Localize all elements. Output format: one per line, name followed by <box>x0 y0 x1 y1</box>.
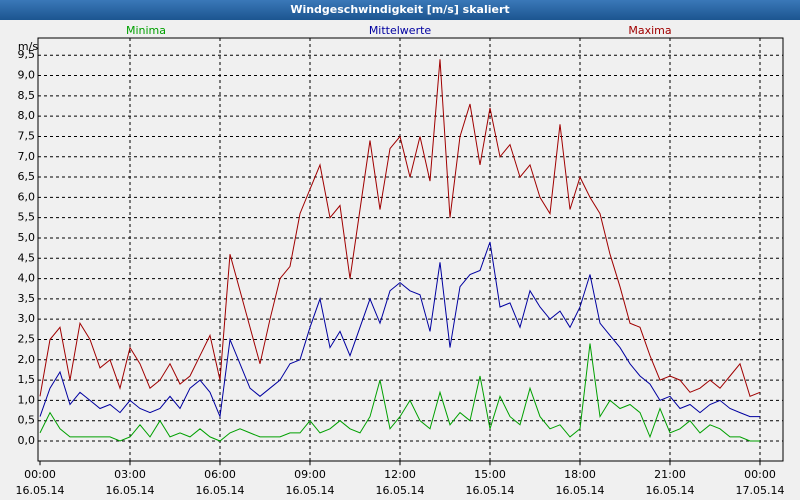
y-tick-label: 0,5 <box>18 414 36 427</box>
y-tick-label: 3,0 <box>18 312 36 325</box>
x-tick-label: 15:00 <box>474 468 506 481</box>
y-axis-label: m/s <box>18 40 38 53</box>
x-tick-date: 17.05.14 <box>736 484 785 497</box>
y-tick-label: 7,5 <box>18 129 36 142</box>
x-tick-date: 16.05.14 <box>376 484 425 497</box>
legend-label: Minima <box>126 24 166 37</box>
legend-label: Maxima <box>628 24 671 37</box>
y-tick-label: 5,5 <box>18 211 36 224</box>
y-tick-label: 7,0 <box>18 150 36 163</box>
x-tick-date: 16.05.14 <box>16 484 65 497</box>
x-tick-label: 06:00 <box>204 468 236 481</box>
x-tick-label: 09:00 <box>294 468 326 481</box>
y-tick-label: 3,5 <box>18 292 36 305</box>
y-tick-label: 0,0 <box>18 434 36 447</box>
y-tick-label: 1,0 <box>18 393 36 406</box>
x-tick-label: 12:00 <box>384 468 416 481</box>
data-line <box>39 59 761 397</box>
x-tick-label: 00:00 <box>744 468 776 481</box>
legend-label: Mittelwerte <box>369 24 432 37</box>
y-tick-label: 5,0 <box>18 231 36 244</box>
y-tick-label: 8,0 <box>18 109 36 122</box>
title-bar <box>0 0 800 20</box>
x-tick-date: 16.05.14 <box>286 484 335 497</box>
x-tick-label: 18:00 <box>564 468 596 481</box>
y-tick-label: 2,5 <box>18 332 36 345</box>
plot-area <box>37 37 784 462</box>
y-tick-label: 6,5 <box>18 170 36 183</box>
x-tick-date: 16.05.14 <box>646 484 695 497</box>
y-tick-label: 6,0 <box>18 190 36 203</box>
y-tick-label: 8,5 <box>18 89 36 102</box>
data-line <box>39 343 760 442</box>
x-tick-label: 03:00 <box>114 468 146 481</box>
y-tick-label: 2,0 <box>18 353 36 366</box>
data-line <box>39 241 760 419</box>
chart-title: Windgeschwindigkeit [m/s] skaliert <box>290 3 509 16</box>
x-tick-label: 21:00 <box>654 468 686 481</box>
y-tick-label: 9,0 <box>18 69 36 82</box>
x-tick-date: 16.05.14 <box>556 484 605 497</box>
y-tick-label: 4,0 <box>18 272 36 285</box>
y-tick-label: 1,5 <box>18 373 36 386</box>
x-tick-date: 16.05.14 <box>106 484 155 497</box>
y-tick-label: 9,5 <box>18 48 36 61</box>
x-tick-date: 16.05.14 <box>196 484 245 497</box>
x-tick-date: 16.05.14 <box>466 484 515 497</box>
y-tick-label: 4,5 <box>18 251 36 264</box>
x-tick-label: 00:00 <box>24 468 56 481</box>
